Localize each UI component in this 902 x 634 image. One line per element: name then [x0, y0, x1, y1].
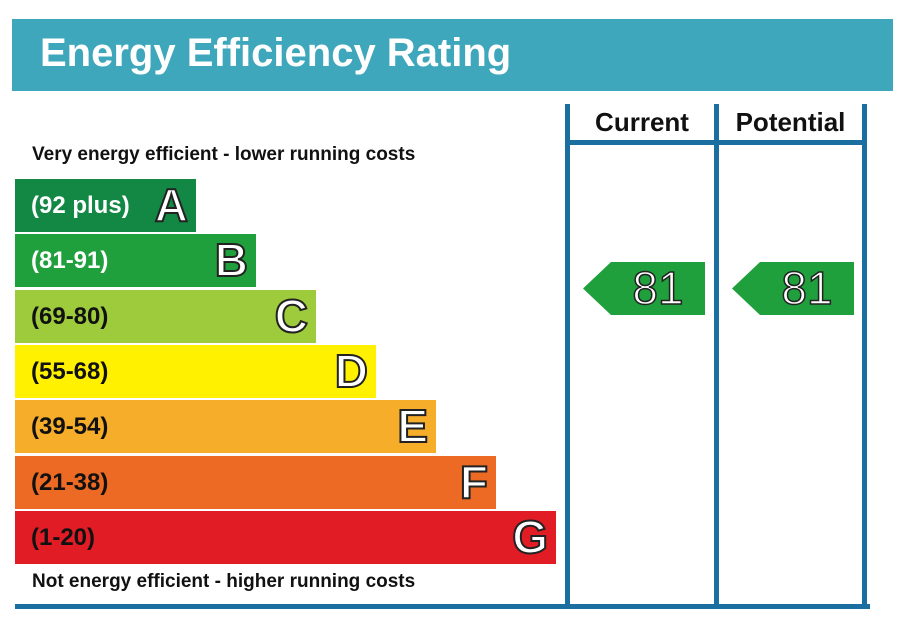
header-banner: Energy Efficiency Rating [12, 19, 893, 91]
band-letter: B [214, 233, 249, 287]
band-letter: G [511, 510, 549, 564]
band-range-label: (39-54) [31, 413, 109, 441]
column-header-divider [565, 140, 867, 145]
band-letter: D [334, 344, 369, 398]
band-range-label: (55-68) [31, 357, 109, 385]
potential-rating-value: 81 [781, 261, 834, 315]
current-column-header: Current [595, 107, 689, 137]
frame-line-right [862, 104, 867, 607]
band-a: (92 plus) A [15, 178, 196, 232]
frame-line-middle [714, 104, 719, 607]
band-range-label: (1-20) [31, 523, 96, 551]
bottom-caption: Not energy efficient - higher running co… [32, 571, 416, 592]
band-range-label: (81-91) [31, 247, 109, 275]
band-g: (1-20) G [15, 510, 556, 564]
band-d: (55-68) D [15, 344, 376, 398]
band-letter: A [154, 178, 189, 232]
potential-rating-arrow: 81 [732, 261, 854, 315]
potential-arrow-shape [732, 262, 854, 315]
current-rating-arrow: 81 [583, 261, 705, 315]
band-c: (69-80) C [15, 289, 316, 343]
band-letter: C [274, 289, 309, 343]
band-f: (21-38) F [15, 455, 496, 509]
frame-line-left [565, 104, 570, 607]
chart-title: Energy Efficiency Rating [40, 31, 512, 75]
current-rating-value: 81 [632, 261, 685, 315]
band-range-label: (92 plus) [31, 192, 130, 219]
band-b: (81-91) B [15, 233, 256, 288]
band-e: (39-54) E [15, 399, 436, 454]
current-arrow-shape [583, 262, 705, 315]
frame-bottom-line [15, 604, 870, 609]
top-caption: Very energy efficient - lower running co… [32, 144, 416, 165]
band-range-label: (21-38) [31, 468, 109, 496]
potential-column-header: Potential [735, 107, 846, 137]
band-letter: E [396, 399, 429, 453]
band-range-label: (69-80) [31, 302, 109, 330]
band-letter: F [459, 455, 489, 509]
